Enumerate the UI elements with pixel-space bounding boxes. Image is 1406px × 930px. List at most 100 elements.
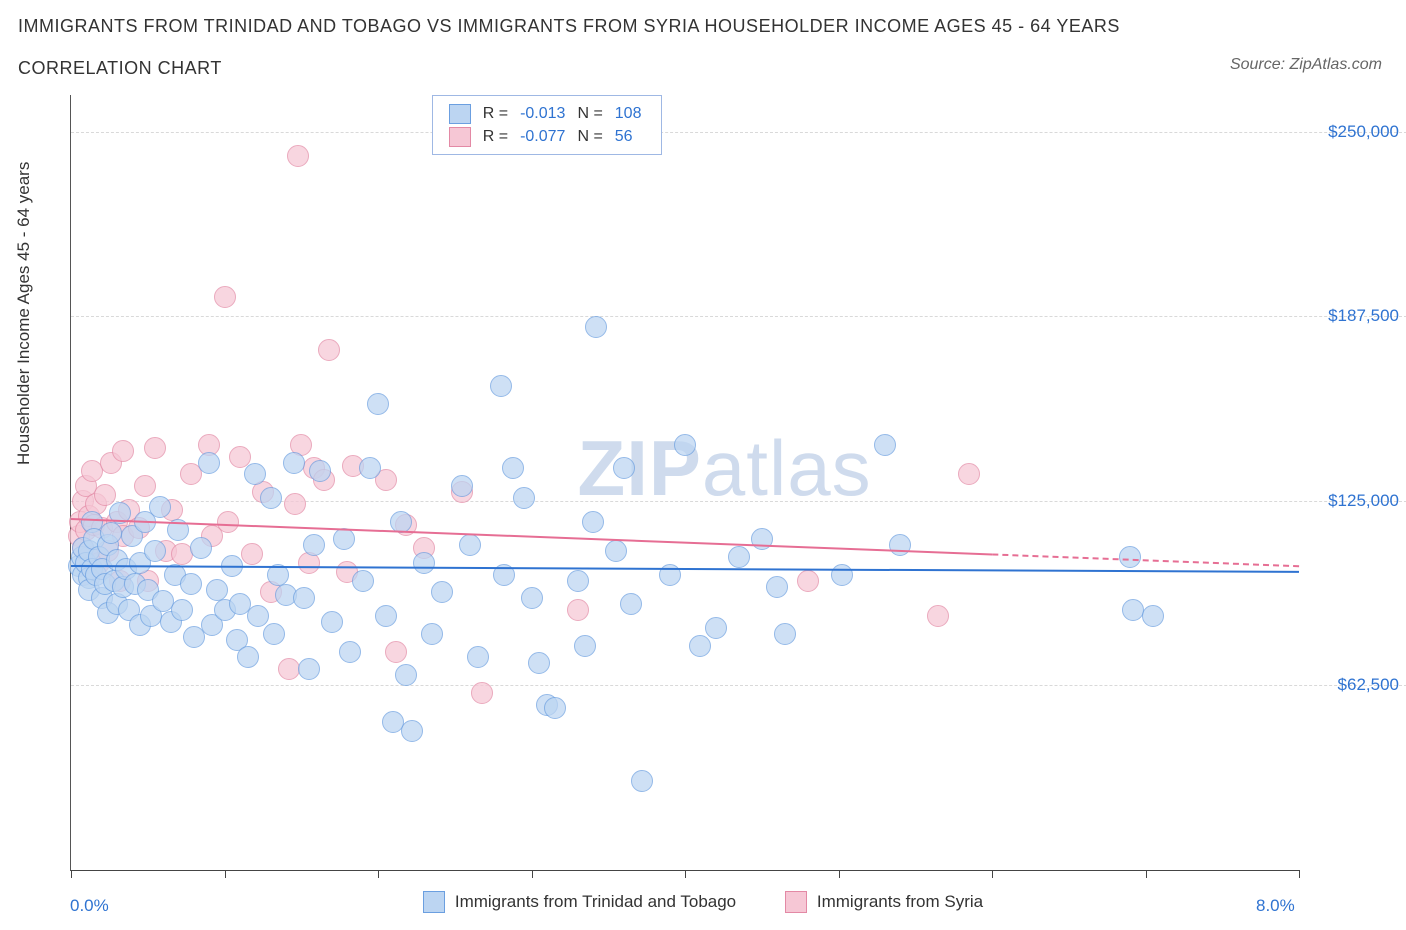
data-point-a: [309, 460, 331, 482]
stats-legend-box: R =-0.013N =108 R =-0.077N =56: [432, 95, 663, 155]
data-point-a: [574, 635, 596, 657]
data-point-a: [198, 452, 220, 474]
x-tick: [1146, 870, 1147, 878]
data-point-a: [874, 434, 896, 456]
plot-area-wrap: $62,500$125,000$187,500$250,000ZIPatlasR…: [70, 95, 1298, 870]
data-point-a: [521, 587, 543, 609]
data-point-a: [585, 316, 607, 338]
data-point-a: [293, 587, 315, 609]
y-tick-label: $62,500: [1338, 675, 1399, 695]
data-point-a: [100, 522, 122, 544]
legend-n-label: N =: [571, 125, 608, 148]
y-tick-label: $125,000: [1328, 491, 1399, 511]
data-point-a: [352, 570, 374, 592]
data-point-a: [180, 573, 202, 595]
chart-title-line1: IMMIGRANTS FROM TRINIDAD AND TOBAGO VS I…: [18, 16, 1120, 37]
legend-r-value: -0.013: [514, 102, 571, 125]
data-point-a: [237, 646, 259, 668]
y-tick-label: $250,000: [1328, 122, 1399, 142]
data-point-a: [774, 623, 796, 645]
data-point-a: [395, 664, 417, 686]
data-point-a: [502, 457, 524, 479]
data-point-a: [171, 599, 193, 621]
legend-swatch-b: [785, 891, 807, 913]
legend-stat-swatch: [449, 104, 471, 124]
data-point-b: [112, 440, 134, 462]
data-point-a: [490, 375, 512, 397]
data-point-a: [321, 611, 343, 633]
legend-r-label: R =: [477, 102, 514, 125]
data-point-b: [567, 599, 589, 621]
data-point-b: [229, 446, 251, 468]
y-axis-label: Householder Income Ages 45 - 64 years: [14, 162, 34, 465]
data-point-a: [631, 770, 653, 792]
data-point-a: [367, 393, 389, 415]
data-point-a: [375, 605, 397, 627]
data-point-b: [385, 641, 407, 663]
legend-item-a: Immigrants from Trinidad and Tobago: [423, 891, 736, 913]
data-point-a: [831, 564, 853, 586]
x-tick: [71, 870, 72, 878]
legend-r-value: -0.077: [514, 125, 571, 148]
legend-n-value: 56: [609, 125, 648, 148]
plot-area: $62,500$125,000$187,500$250,000ZIPatlasR…: [70, 95, 1299, 871]
legend-r-label: R =: [477, 125, 514, 148]
data-point-a: [413, 552, 435, 574]
data-point-a: [613, 457, 635, 479]
x-tick: [378, 870, 379, 878]
legend-swatch-a: [423, 891, 445, 913]
data-point-a: [605, 540, 627, 562]
bottom-legend: Immigrants from Trinidad and Tobago Immi…: [0, 891, 1406, 918]
x-tick: [1299, 870, 1300, 878]
data-point-b: [287, 145, 309, 167]
data-point-b: [284, 493, 306, 515]
data-point-a: [359, 457, 381, 479]
legend-item-b: Immigrants from Syria: [785, 891, 983, 913]
data-point-a: [144, 540, 166, 562]
data-point-b: [217, 511, 239, 533]
data-point-a: [728, 546, 750, 568]
data-point-b: [278, 658, 300, 680]
legend-stat-swatch: [449, 127, 471, 147]
gridline: [71, 685, 1406, 686]
legend-label-b: Immigrants from Syria: [817, 892, 983, 912]
data-point-a: [582, 511, 604, 533]
data-point-a: [390, 511, 412, 533]
legend-n-label: N =: [571, 102, 608, 125]
data-point-b: [958, 463, 980, 485]
data-point-a: [766, 576, 788, 598]
trend-line: [71, 566, 1299, 572]
data-point-a: [567, 570, 589, 592]
data-point-a: [247, 605, 269, 627]
data-point-a: [421, 623, 443, 645]
gridline: [71, 132, 1406, 133]
data-point-a: [544, 697, 566, 719]
source-name: ZipAtlas.com: [1290, 56, 1382, 73]
x-tick: [839, 870, 840, 878]
data-point-a: [190, 537, 212, 559]
data-point-a: [1142, 605, 1164, 627]
x-tick: [685, 870, 686, 878]
y-tick-label: $187,500: [1328, 306, 1399, 326]
data-point-a: [459, 534, 481, 556]
legend-label-a: Immigrants from Trinidad and Tobago: [455, 892, 736, 912]
source-attribution: Source: ZipAtlas.com: [1230, 56, 1382, 74]
chart-title-line2: CORRELATION CHART: [18, 58, 222, 79]
data-point-b: [471, 682, 493, 704]
data-point-a: [298, 658, 320, 680]
data-point-b: [134, 475, 156, 497]
legend-n-value: 108: [609, 102, 648, 125]
x-tick: [225, 870, 226, 878]
data-point-a: [333, 528, 355, 550]
data-point-a: [339, 641, 361, 663]
data-point-a: [889, 534, 911, 556]
data-point-a: [513, 487, 535, 509]
data-point-a: [467, 646, 489, 668]
data-point-a: [431, 581, 453, 603]
data-point-a: [689, 635, 711, 657]
data-point-a: [283, 452, 305, 474]
data-point-a: [149, 496, 171, 518]
data-point-b: [318, 339, 340, 361]
data-point-a: [263, 623, 285, 645]
data-point-a: [206, 579, 228, 601]
